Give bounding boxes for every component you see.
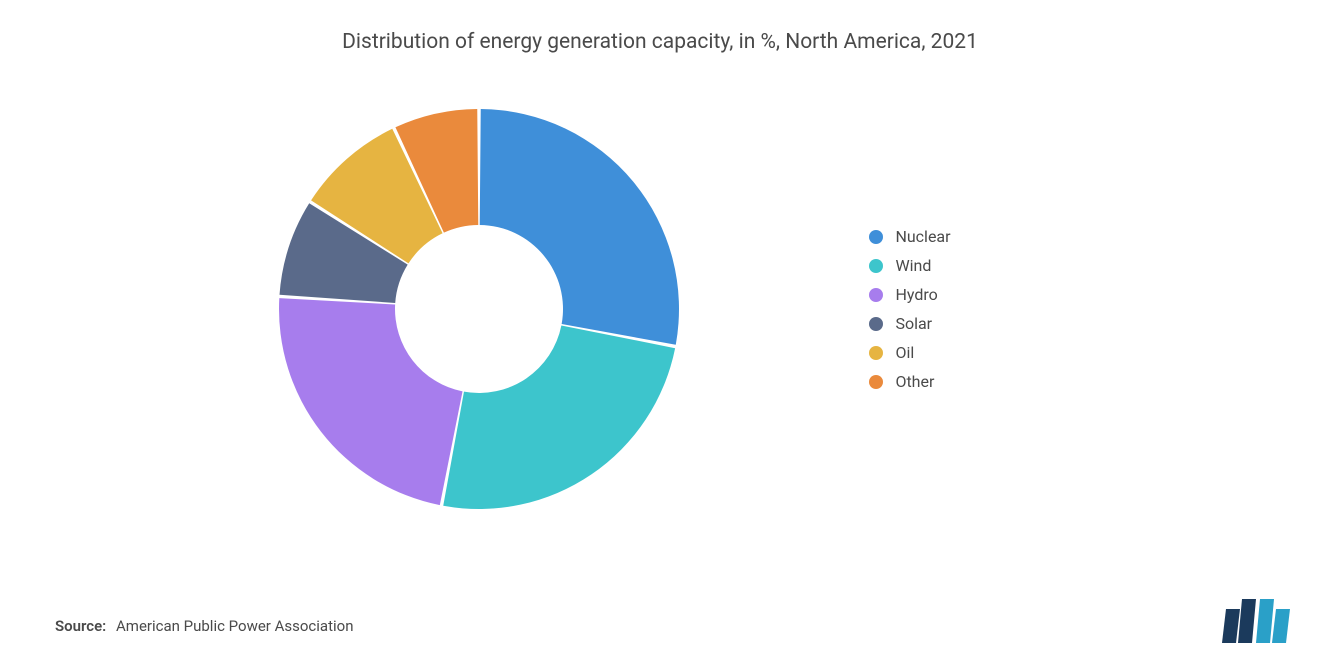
- legend-item-oil: Oil: [869, 343, 950, 362]
- legend-item-other: Other: [869, 372, 950, 391]
- logo-bar-icon: [1222, 609, 1240, 643]
- legend-label: Solar: [895, 314, 932, 333]
- source-attribution: Source: American Public Power Associatio…: [55, 617, 354, 635]
- legend-label: Wind: [895, 256, 931, 275]
- donut-slice-hydro: [279, 298, 463, 505]
- chart-container: Distribution of energy generation capaci…: [0, 0, 1320, 665]
- legend-label: Hydro: [895, 285, 937, 304]
- donut-chart: [269, 99, 689, 519]
- brand-logo: [1220, 595, 1290, 645]
- legend-label: Other: [895, 372, 934, 391]
- legend-dot-icon: [869, 375, 883, 389]
- legend-item-solar: Solar: [869, 314, 950, 333]
- legend-dot-icon: [869, 230, 883, 244]
- legend: Nuclear Wind Hydro Solar Oil Other: [869, 227, 950, 391]
- logo-bar-icon: [1272, 609, 1290, 643]
- legend-item-hydro: Hydro: [869, 285, 950, 304]
- donut-slice-wind: [444, 325, 676, 509]
- logo-bar-icon: [1238, 599, 1256, 643]
- source-text: American Public Power Association: [116, 617, 354, 635]
- legend-item-wind: Wind: [869, 256, 950, 275]
- legend-label: Oil: [895, 343, 914, 362]
- legend-dot-icon: [869, 317, 883, 331]
- legend-item-nuclear: Nuclear: [869, 227, 950, 246]
- legend-dot-icon: [869, 346, 883, 360]
- chart-title: Distribution of energy generation capaci…: [50, 30, 1270, 54]
- legend-dot-icon: [869, 259, 883, 273]
- legend-dot-icon: [869, 288, 883, 302]
- logo-bar-icon: [1256, 599, 1274, 643]
- source-label: Source:: [55, 617, 106, 635]
- donut-slice-nuclear: [480, 109, 679, 345]
- chart-area: Nuclear Wind Hydro Solar Oil Other: [50, 84, 1270, 534]
- legend-label: Nuclear: [895, 227, 950, 246]
